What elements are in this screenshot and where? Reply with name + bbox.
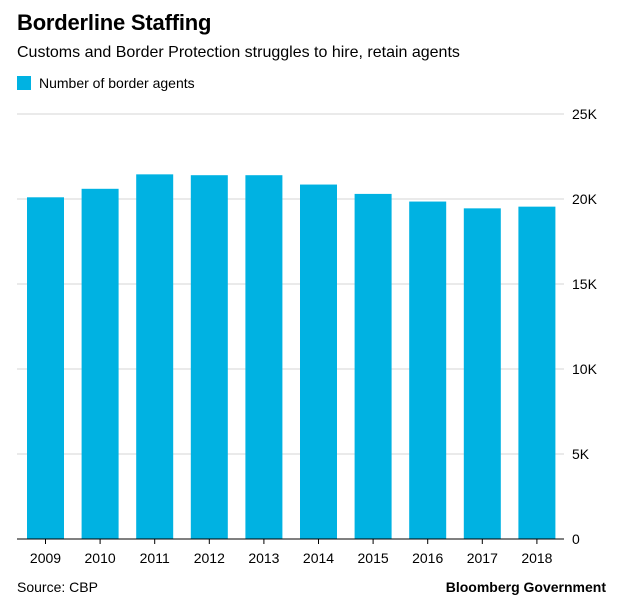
chart-subtitle: Customs and Border Protection struggles … [17, 44, 460, 61]
legend: Number of border agents [17, 74, 195, 92]
source-note: Source: CBP [17, 579, 98, 595]
y-tick-label: 20K [572, 191, 598, 207]
x-tick-label: 2015 [358, 550, 389, 566]
bar [463, 208, 501, 539]
x-tick-label: 2010 [85, 550, 116, 566]
x-axis [17, 538, 564, 544]
bar [354, 193, 392, 539]
chart-title: Borderline Staffing [17, 10, 212, 35]
bar [409, 201, 447, 540]
y-axis-ticks: 0 5K 10K 15K 20K 25K [572, 106, 598, 547]
x-tick-label: 2018 [521, 550, 552, 566]
bar [81, 188, 119, 540]
bars [27, 174, 556, 540]
y-tick-label: 10K [572, 361, 598, 377]
y-tick-label: 15K [572, 276, 598, 292]
y-tick-label: 5K [572, 446, 590, 462]
bar [245, 175, 283, 539]
brand-logo-text: Bloomberg Government [445, 579, 606, 595]
y-tick-label: 25K [572, 106, 598, 122]
bar [27, 197, 64, 540]
bar [300, 184, 337, 540]
x-tick-label: 2017 [467, 550, 498, 566]
x-tick-label: 2011 [140, 550, 170, 566]
y-tick-label: 0 [572, 531, 580, 547]
x-tick-label: 2012 [194, 550, 225, 566]
bar [136, 174, 174, 539]
x-tick-label: 2013 [248, 550, 279, 566]
bar [518, 206, 556, 539]
bar [190, 175, 228, 539]
x-tick-label: 2014 [303, 550, 334, 566]
legend-label: Number of border agents [39, 75, 195, 91]
legend-swatch [17, 76, 31, 90]
x-axis-ticks: 2009 2010 2011 2012 2013 2014 2015 2016 2017 2018 [30, 550, 553, 566]
x-tick-label: 2009 [30, 550, 61, 566]
x-tick-label: 2016 [412, 550, 443, 566]
